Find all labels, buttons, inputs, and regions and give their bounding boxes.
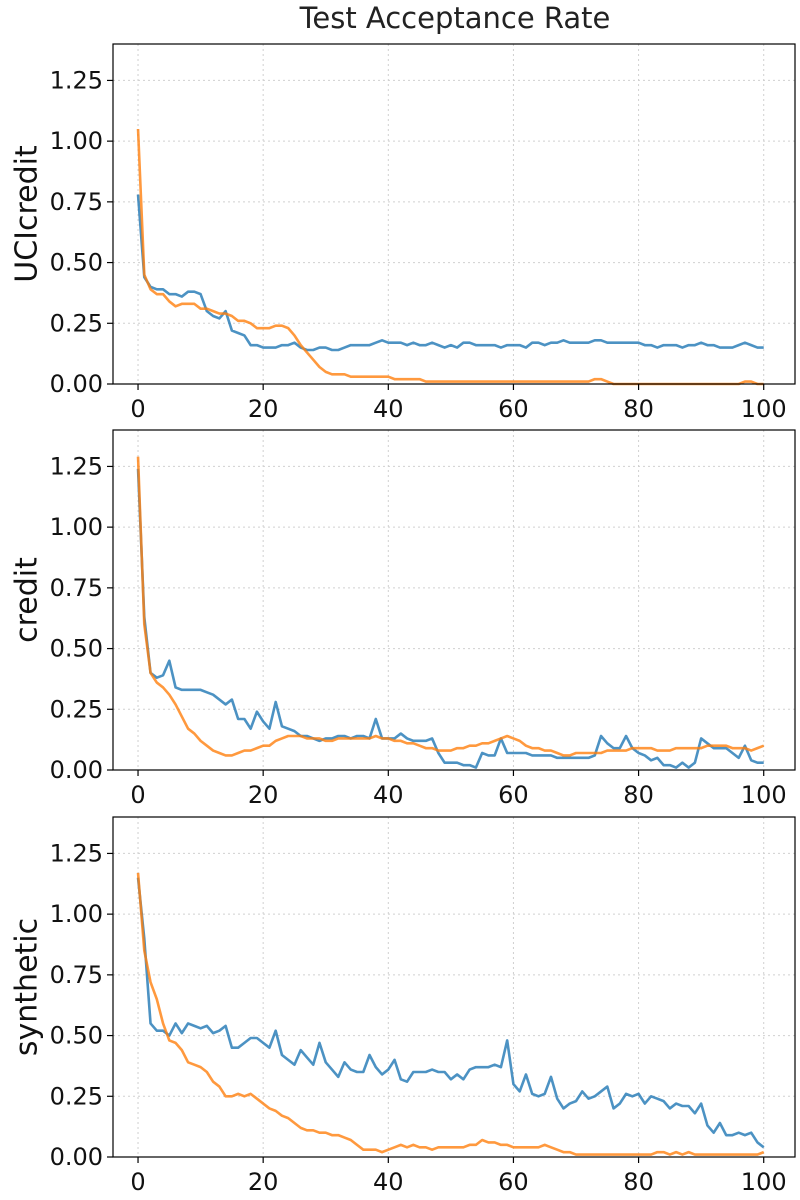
x-tick-label: 40 xyxy=(373,395,404,423)
x-tick-label: 60 xyxy=(498,1168,529,1196)
y-tick-label: 1.25 xyxy=(50,839,103,867)
series-line-0 xyxy=(136,194,764,352)
y-axis-label: UCIcredit xyxy=(10,145,45,283)
x-tick-label: 100 xyxy=(741,781,787,809)
axes-frame xyxy=(112,816,796,1158)
x-tick-label: 60 xyxy=(498,395,529,423)
y-tick-label: 0.25 xyxy=(50,1082,103,1110)
y-tick-label: 0.00 xyxy=(50,756,103,784)
chart-title: Test Acceptance Rate xyxy=(299,1,611,35)
x-tick-label: 20 xyxy=(248,1168,279,1196)
y-tick-label: 0.25 xyxy=(50,695,103,723)
axes-frame xyxy=(112,43,796,385)
axes-frame xyxy=(112,429,796,771)
x-tick-label: 100 xyxy=(741,395,787,423)
series-line-0 xyxy=(136,877,765,1149)
x-tick-label: 40 xyxy=(373,781,404,809)
y-tick-label: 0.50 xyxy=(50,635,103,663)
y-tick-label: 1.00 xyxy=(50,513,103,541)
y-tick-label: 0.50 xyxy=(50,1022,103,1050)
panel-1: 0 20 40 60 80 100 0.00 0.25 0.50 0.75 1.00 1.25 cred… xyxy=(10,429,796,809)
y-tick-label: 0.75 xyxy=(50,574,103,602)
y-tick-label: 0.50 xyxy=(50,249,103,277)
series-line-0 xyxy=(136,468,764,769)
y-axis-label: credit xyxy=(10,557,45,643)
panel-2: 0 20 40 60 80 100 0.00 0.25 0.50 0.75 1.00 1.25 synt… xyxy=(10,816,796,1196)
x-tick-label: 20 xyxy=(248,781,279,809)
y-tick-label: 1.25 xyxy=(50,66,103,94)
y-tick-label: 0.00 xyxy=(50,1143,103,1171)
y-axis-label: synthetic xyxy=(10,918,45,1056)
x-tick-label: 40 xyxy=(373,1168,404,1196)
y-tick-label: 1.00 xyxy=(50,900,103,928)
panel-0: 0 20 40 60 80 100 0.00 0.25 0.50 0.75 1.00 1.25 UCIc… xyxy=(10,43,796,423)
y-tick-label: 1.00 xyxy=(50,127,103,155)
series-line-1 xyxy=(136,872,765,1156)
x-tick-label: 80 xyxy=(623,1168,654,1196)
x-tick-label: 20 xyxy=(248,395,279,423)
x-tick-label: 60 xyxy=(498,781,529,809)
x-tick-label: 0 xyxy=(130,395,145,423)
y-tick-label: 0.75 xyxy=(50,961,103,989)
x-tick-label: 0 xyxy=(130,781,145,809)
panels: 0 20 40 60 80 100 0.00 0.25 0.50 0.75 1.00 1.25 UCIc… xyxy=(10,43,796,1196)
x-tick-label: 80 xyxy=(623,781,654,809)
x-tick-label: 0 xyxy=(130,1168,145,1196)
y-tick-label: 0.00 xyxy=(50,370,103,398)
y-tick-label: 0.25 xyxy=(50,309,103,337)
x-tick-label: 100 xyxy=(741,1168,787,1196)
y-tick-label: 1.25 xyxy=(50,452,103,480)
y-tick-label: 0.75 xyxy=(50,188,103,216)
series-line-1 xyxy=(136,456,765,757)
x-tick-label: 80 xyxy=(623,395,654,423)
